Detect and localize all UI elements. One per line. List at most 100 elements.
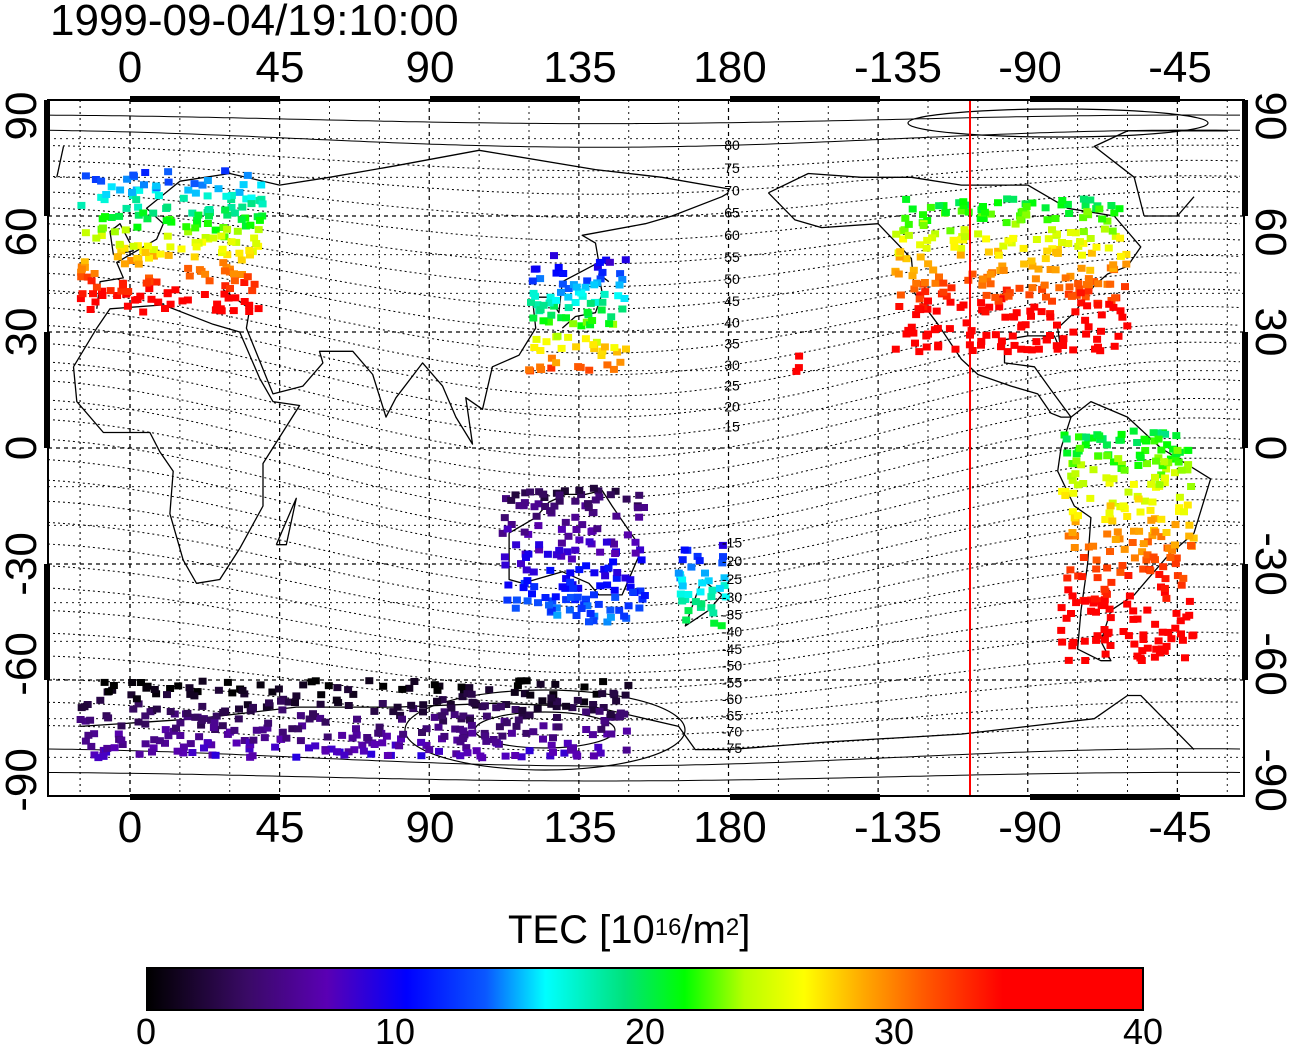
tec-cell [463,749,472,757]
tec-cell [1162,642,1171,650]
tec-cell [957,244,966,252]
tec-cell [1124,572,1133,579]
tec-cell [1094,452,1103,460]
tec-cell [299,681,308,689]
tec-cell [485,686,494,694]
tec-cell [929,266,938,274]
tec-cell [184,186,193,194]
tec-cell [947,284,956,292]
tec-cell [1157,533,1166,541]
tec-cell [102,191,111,198]
tec-cell [590,591,598,599]
tec-cell [547,606,556,614]
tec-cell [240,298,249,305]
tec-cell [1002,219,1011,227]
tec-cell [254,226,263,234]
tec-cell [77,265,86,273]
tec-cell [720,574,729,582]
tec-cell [554,263,563,271]
tec-cell [265,699,273,707]
tec-cell [520,690,529,698]
tec-cell [572,526,581,533]
tec-cell [575,536,584,544]
tec-cell [1158,462,1167,470]
tec-cell [1146,506,1155,514]
tec-cell [211,226,220,234]
tec-cell [526,488,535,496]
tec-cell [193,216,202,224]
tec-cell [691,598,700,606]
tec-cell [227,191,236,199]
tec-cell [594,487,603,495]
tec-cell [309,710,317,718]
tec-cell [1161,430,1170,438]
tec-cell [552,269,561,277]
tec-cell [183,709,192,717]
tec-cell [1138,548,1147,556]
tec-cell [721,593,730,601]
tec-cell [704,577,713,585]
tec-cell [81,172,90,180]
tec-cell [922,244,931,252]
tec-cell [227,203,236,211]
tec-cell [538,697,547,705]
tec-cell [1064,656,1073,664]
contour-label: -40 [722,624,742,640]
tec-cell [1179,574,1188,582]
tec-cell [146,708,155,716]
tec-cell [1120,466,1129,474]
tec-cell [1141,497,1149,505]
tec-cell [495,723,504,731]
tec-cell [707,593,716,601]
tec-cell [1137,657,1146,664]
tec-cell [129,171,138,179]
tec-cell [182,223,191,231]
tec-cell [397,735,405,743]
tec-cell [1139,631,1148,639]
tec-cell [557,344,566,352]
tec-cell [1100,225,1109,233]
tec-cell [184,228,193,236]
tec-cell [507,496,516,504]
tec-cell [258,212,267,220]
tec-cell [398,715,406,723]
colorbar-label: 40 [1122,1011,1164,1052]
tec-cell [223,211,232,219]
mag-lat-contour [48,114,1240,125]
tec-cell [282,734,291,742]
tec-cell [547,694,556,702]
tec-cell [100,678,109,686]
tec-cell [227,238,236,246]
tec-cell [77,273,86,281]
south-mag-pole-contour [404,689,686,771]
tec-cell [710,619,719,627]
tec-cell [1042,336,1051,344]
tec-cell [551,680,560,688]
tec-cell [701,569,709,577]
tec-cell [321,718,330,726]
tec-cell [1143,606,1152,614]
tec-cell [183,296,192,304]
tec-cell [307,678,316,686]
tec-cell [1074,242,1083,250]
tec-cell [1134,462,1143,469]
tec-cell [1086,266,1095,274]
tec-cell [1008,332,1017,340]
tec-cell [398,685,407,693]
tec-cell [553,332,562,340]
tec-cell [104,688,113,696]
tec-cell [916,291,925,299]
tec-cell [222,192,231,200]
tec-cell [1172,432,1181,440]
tec-cell [977,337,986,345]
tec-cell [928,234,937,242]
tec-cell [84,731,93,739]
tec-cell [904,220,913,228]
tec-cell [198,181,207,189]
tec-cell [254,305,263,313]
contour-label: 80 [724,137,740,153]
tec-cell [528,590,536,598]
frame-tick-bar [1030,794,1180,800]
tec-cell [255,216,264,224]
tec-cell [230,270,238,278]
